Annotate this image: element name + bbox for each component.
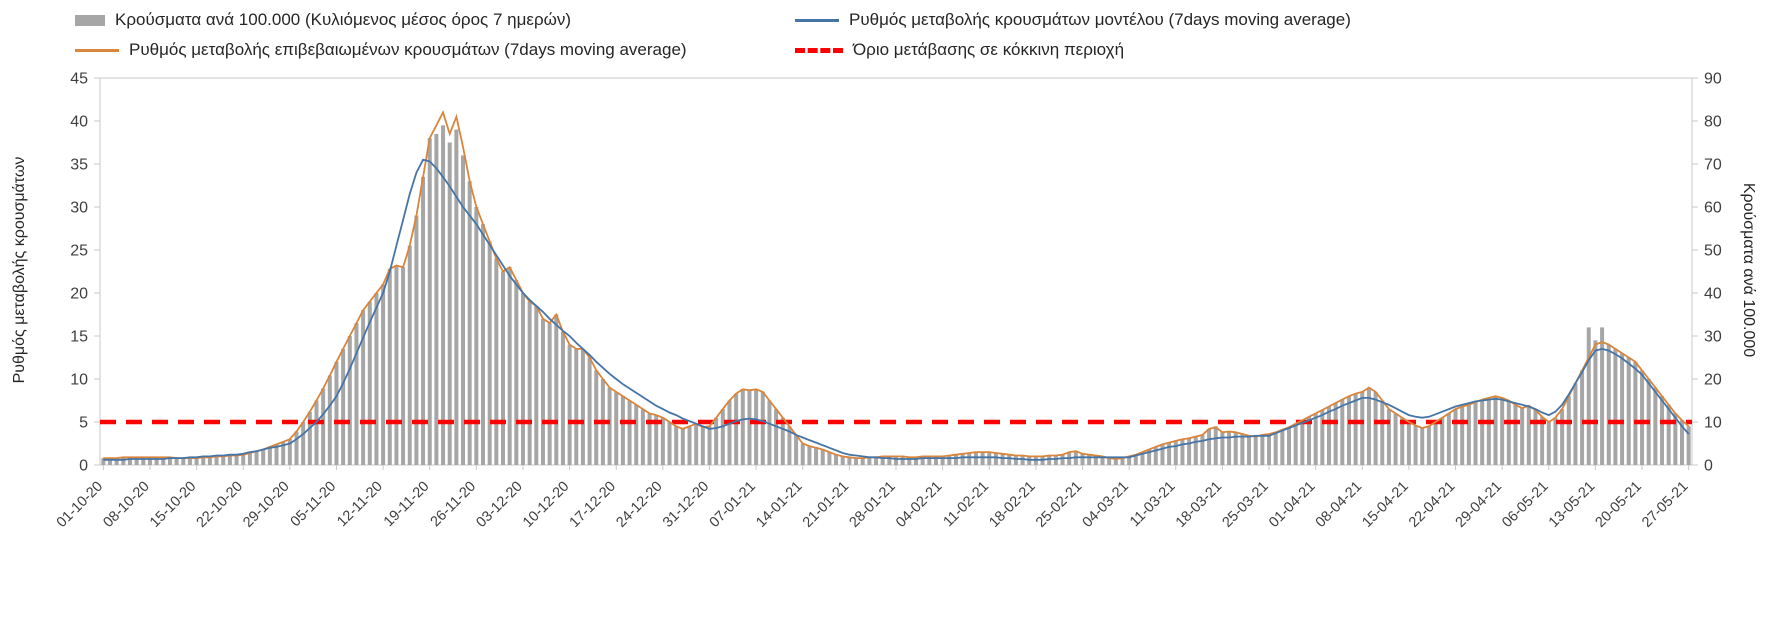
svg-text:25-03-21: 25-03-21: [1219, 479, 1271, 531]
svg-text:06-05-21: 06-05-21: [1499, 479, 1551, 531]
legend-item-model-rate: Ρυθμός μεταβολής κρουσμάτων μοντέλου (7d…: [795, 10, 1351, 30]
legend-label-red-threshold: Όριο μετάβασης σε κόκκινη περιοχή: [853, 40, 1125, 59]
svg-text:08-04-21: 08-04-21: [1313, 479, 1365, 531]
legend-label-model-rate: Ρυθμός μεταβολής κρουσμάτων μοντέλου (7d…: [849, 10, 1351, 29]
svg-text:80: 80: [1704, 114, 1722, 131]
svg-text:28-01-21: 28-01-21: [846, 479, 898, 531]
svg-text:18-03-21: 18-03-21: [1173, 479, 1225, 531]
y-right-axis-labels: 0 10 20 30 40 50 60 70 80 90: [1692, 71, 1722, 475]
y-left-axis-labels: 0 5 10 15 20 25 30 35 40 45: [70, 71, 100, 475]
svg-text:04-02-21: 04-02-21: [893, 479, 945, 531]
svg-text:25-02-21: 25-02-21: [1033, 479, 1085, 531]
bars-series: [101, 125, 1691, 466]
svg-text:22-10-20: 22-10-20: [194, 479, 246, 531]
legend-item-confirmed-rate: Ρυθμός μεταβολής επιβεβαιωμένων κρουσμάτ…: [75, 40, 687, 60]
svg-text:20: 20: [1704, 372, 1722, 389]
svg-text:29-04-21: 29-04-21: [1453, 479, 1505, 531]
svg-text:04-03-21: 04-03-21: [1080, 479, 1132, 531]
svg-text:25: 25: [70, 243, 88, 260]
legend-item-red-threshold: Όριο μετάβασης σε κόκκινη περιοχή: [795, 40, 1124, 60]
svg-text:70: 70: [1704, 157, 1722, 174]
svg-text:11-02-21: 11-02-21: [940, 479, 992, 531]
svg-text:20-05-21: 20-05-21: [1593, 479, 1645, 531]
svg-text:30: 30: [1704, 329, 1722, 346]
legend-label-confirmed-rate: Ρυθμός μεταβολής επιβεβαιωμένων κρουσμάτ…: [129, 40, 687, 59]
x-axis-labels: 01-10-2008-10-2015-10-2022-10-2029-10-20…: [54, 465, 1691, 531]
svg-text:60: 60: [1704, 200, 1722, 217]
svg-text:15-10-20: 15-10-20: [147, 479, 199, 531]
svg-text:14-01-21: 14-01-21: [753, 479, 805, 531]
blue-line-swatch-icon: [795, 18, 839, 22]
svg-text:45: 45: [70, 71, 88, 88]
svg-text:01-10-20: 01-10-20: [54, 479, 106, 531]
svg-text:27-05-21: 27-05-21: [1639, 479, 1691, 531]
svg-text:90: 90: [1704, 71, 1722, 88]
red-dashed-swatch-icon: [795, 47, 843, 53]
svg-text:26-11-20: 26-11-20: [428, 479, 480, 531]
svg-text:18-02-21: 18-02-21: [986, 479, 1038, 531]
legend-label-cases-per-100k: Κρούσματα ανά 100.000 (Κυλιόμενος μέσος …: [115, 10, 572, 29]
legend-item-cases-per-100k: Κρούσματα ανά 100.000 (Κυλιόμενος μέσος …: [75, 10, 571, 30]
svg-text:19-11-20: 19-11-20: [381, 479, 433, 531]
svg-text:0: 0: [1704, 458, 1713, 475]
svg-text:0: 0: [79, 458, 88, 475]
svg-text:21-01-21: 21-01-21: [800, 479, 852, 531]
svg-text:40: 40: [1704, 286, 1722, 303]
svg-text:17-12-20: 17-12-20: [567, 479, 619, 531]
svg-text:40: 40: [70, 114, 88, 131]
svg-text:12-11-20: 12-11-20: [334, 479, 386, 531]
svg-text:15-04-21: 15-04-21: [1359, 479, 1411, 531]
svg-text:10: 10: [1704, 415, 1722, 432]
svg-text:15: 15: [70, 329, 88, 346]
bar-swatch-icon: [75, 14, 105, 26]
svg-text:30: 30: [70, 200, 88, 217]
svg-text:29-10-20: 29-10-20: [240, 479, 292, 531]
svg-text:07-01-21: 07-01-21: [707, 479, 759, 531]
svg-text:31-12-20: 31-12-20: [660, 479, 712, 531]
svg-text:10-12-20: 10-12-20: [520, 479, 572, 531]
svg-text:08-10-20: 08-10-20: [100, 479, 152, 531]
svg-text:35: 35: [70, 157, 88, 174]
svg-text:10: 10: [70, 372, 88, 389]
svg-text:11-03-21: 11-03-21: [1127, 479, 1179, 531]
svg-text:03-12-20: 03-12-20: [473, 479, 525, 531]
confirmed-rate-line: [103, 110, 1690, 460]
svg-text:50: 50: [1704, 243, 1722, 260]
svg-text:05-11-20: 05-11-20: [288, 479, 340, 531]
svg-text:5: 5: [79, 415, 88, 432]
svg-text:20: 20: [70, 286, 88, 303]
svg-text:01-04-21: 01-04-21: [1266, 479, 1318, 531]
svg-text:24-12-20: 24-12-20: [613, 479, 665, 531]
orange-line-swatch-icon: [75, 48, 119, 52]
model-rate-line: [103, 158, 1690, 461]
svg-text:22-04-21: 22-04-21: [1406, 479, 1458, 531]
svg-text:13-05-21: 13-05-21: [1546, 479, 1598, 531]
